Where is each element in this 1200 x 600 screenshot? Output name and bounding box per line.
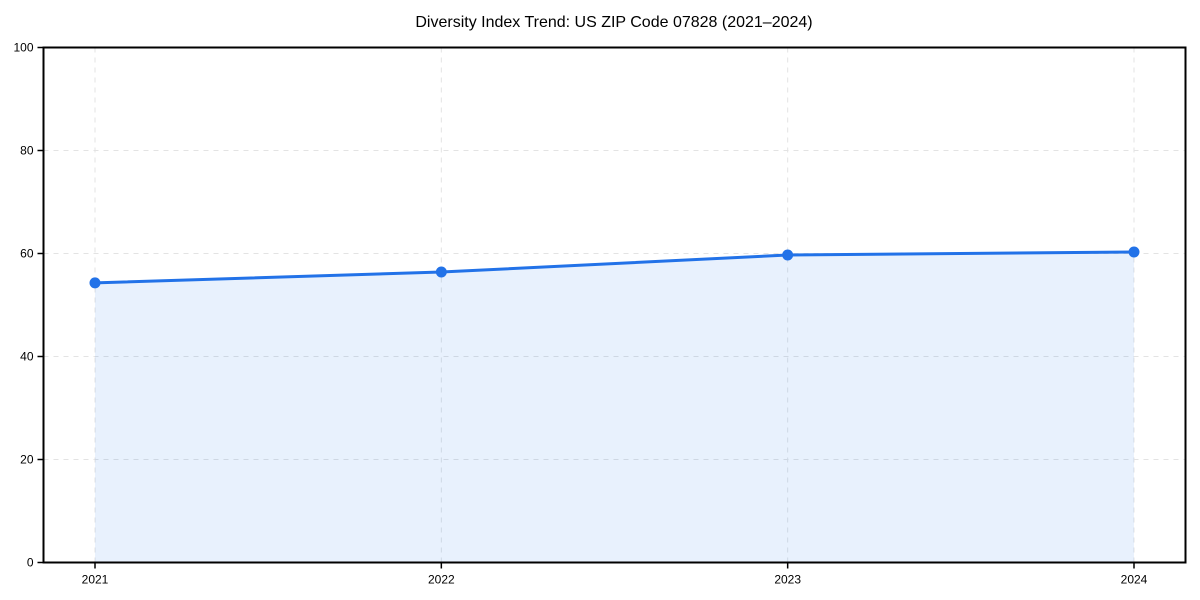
y-tick-label: 20 bbox=[20, 453, 34, 467]
chart-title: Diversity Index Trend: US ZIP Code 07828… bbox=[415, 14, 812, 31]
plot-frame bbox=[42, 46, 1187, 564]
x-tick-label: 2024 bbox=[1121, 573, 1148, 587]
y-tick-label: 40 bbox=[20, 350, 34, 364]
axis-layer bbox=[37, 46, 1187, 569]
label-layer: 0 20 40 60 80 100 2021 2022 2023 2024 bbox=[13, 41, 1147, 587]
x-tick-label: 2021 bbox=[82, 573, 109, 587]
y-tick-label: 80 bbox=[20, 144, 34, 158]
x-tick-label: 2023 bbox=[774, 573, 801, 587]
data-point-2022 bbox=[435, 266, 447, 278]
y-tick-label: 100 bbox=[13, 41, 33, 55]
y-tick-label: 60 bbox=[20, 247, 34, 261]
trend-line bbox=[93, 250, 1136, 285]
data-point-2021 bbox=[89, 277, 101, 289]
data-point-2024 bbox=[1128, 246, 1140, 258]
data-point-2023 bbox=[782, 249, 794, 261]
area-layer bbox=[95, 251, 1134, 563]
marker-layer bbox=[89, 246, 1140, 289]
area-fill bbox=[95, 251, 1134, 563]
y-tick-label: 0 bbox=[27, 556, 34, 570]
line-layer bbox=[93, 250, 1136, 285]
x-tick-label: 2022 bbox=[428, 573, 455, 587]
